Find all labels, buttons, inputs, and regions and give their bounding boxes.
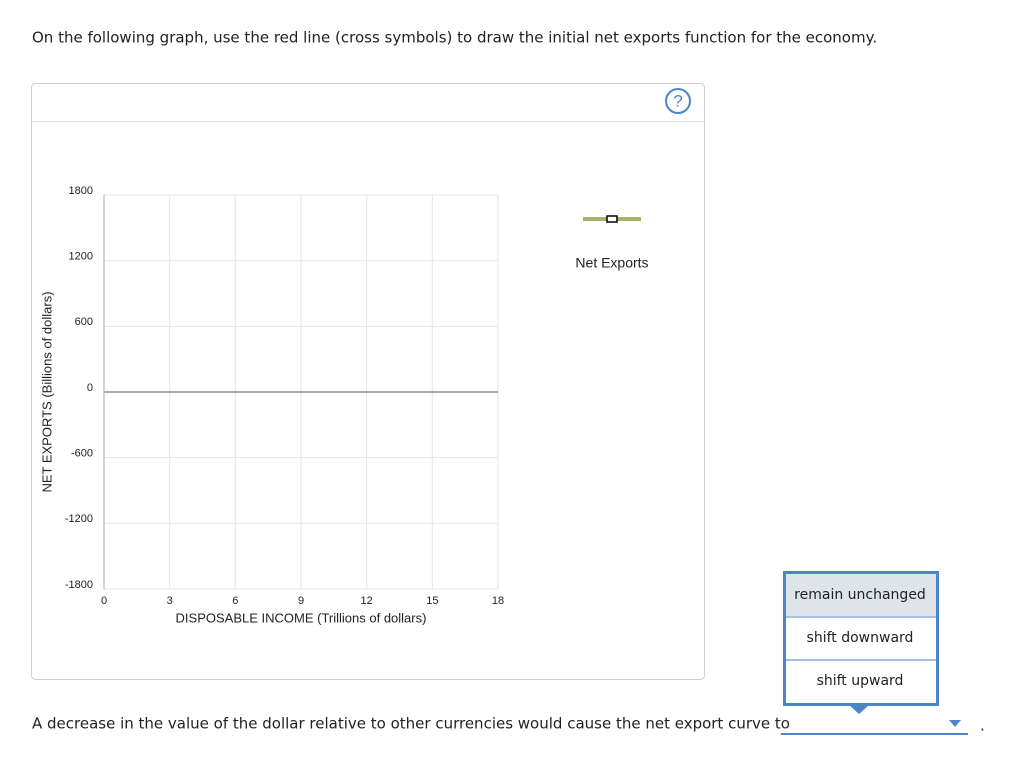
dropdown-option[interactable]: shift downward <box>807 630 914 646</box>
y-tick-label: -1200 <box>65 513 93 525</box>
legend-label: Net Exports <box>575 255 648 271</box>
x-tick-label: 3 <box>167 595 173 607</box>
option-box[interactable] <box>786 660 936 702</box>
question: A decrease in the value of the dollar re… <box>32 715 790 733</box>
x-tick-label: 9 <box>298 595 304 607</box>
y-tick-label: 600 <box>75 316 93 328</box>
y-tick-label: -600 <box>71 448 93 460</box>
y-axis-label: NET EXPORTS (Billions of dollars) <box>39 291 54 492</box>
x-tick-label: 0 <box>101 595 107 607</box>
y-tick-label: 0 <box>87 382 93 394</box>
help-button[interactable]: ? <box>665 88 691 114</box>
instruction: On the following graph, use the red line… <box>32 29 877 47</box>
legend-marker <box>606 215 618 223</box>
select-arrow <box>949 720 961 727</box>
dropdown-select[interactable] <box>781 720 968 735</box>
y-tick-label: 1800 <box>69 185 93 197</box>
x-axis-label: DISPOSABLE INCOME (Trillions of dollars) <box>176 610 427 625</box>
x-tick-label: 6 <box>232 595 238 607</box>
option-box[interactable] <box>786 617 936 659</box>
y-tick-label: 1200 <box>69 251 93 263</box>
dropdown-option[interactable]: shift upward <box>817 673 904 689</box>
x-tick-label: 15 <box>426 595 438 607</box>
graph-panel <box>31 83 705 680</box>
help-circle <box>665 88 691 114</box>
option-highlight[interactable] <box>786 574 936 616</box>
dropdown-pointer <box>849 705 869 714</box>
x-tick-label: 12 <box>361 595 373 607</box>
y-tick-label: -1800 <box>65 579 93 591</box>
help-icon: ? <box>673 91 682 110</box>
period: . <box>980 717 985 735</box>
x-tick-label: 18 <box>492 595 504 607</box>
dropdown-option[interactable]: remain unchanged <box>794 587 926 603</box>
